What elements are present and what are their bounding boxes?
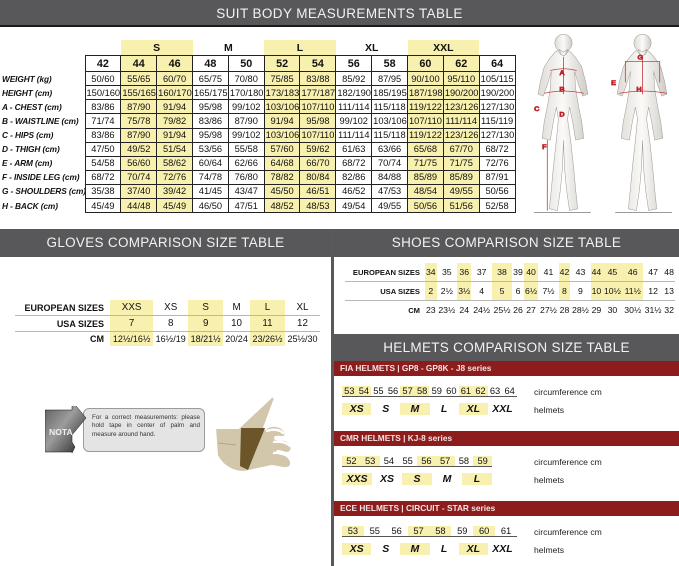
svg-text:NOTA: NOTA — [49, 427, 73, 437]
svg-text:B: B — [559, 87, 564, 94]
svg-text:E: E — [611, 80, 616, 87]
svg-text:D: D — [559, 112, 564, 119]
svg-text:F: F — [542, 144, 546, 151]
svg-text:H: H — [636, 87, 641, 94]
svg-text:G: G — [637, 55, 643, 62]
svg-text:C: C — [534, 106, 539, 113]
svg-text:A: A — [559, 70, 564, 77]
